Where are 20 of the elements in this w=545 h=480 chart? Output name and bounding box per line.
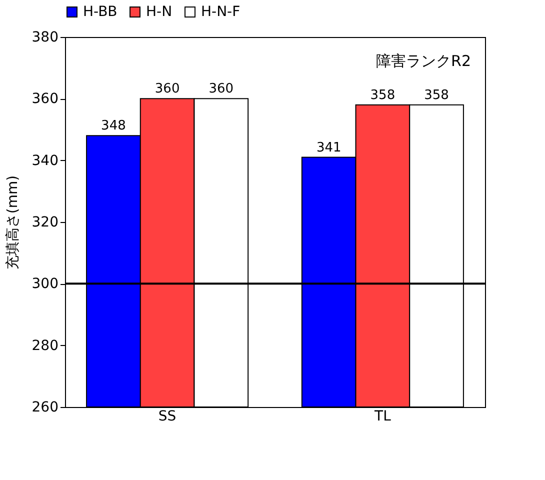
data-label: 348 — [101, 118, 126, 134]
y-tick-label: 360 — [32, 91, 58, 108]
x-tick-label: TL — [374, 408, 392, 424]
y-tick-label: 300 — [32, 276, 58, 292]
y-tick-label: 320 — [32, 214, 58, 230]
data-label: 360 — [208, 82, 234, 97]
y-axis-title: 充填高さ(mm) — [4, 175, 21, 270]
data-label: 341 — [316, 140, 342, 156]
y-tick-label: 340 — [32, 152, 58, 169]
y-tick-label: 380 — [32, 30, 58, 46]
y-tick-label: 260 — [32, 400, 58, 416]
x-tick-label: SS — [158, 408, 176, 424]
data-label: 358 — [370, 88, 396, 103]
data-label: 358 — [424, 88, 449, 103]
legend-label: H-BB — [83, 4, 118, 20]
data-label: 360 — [154, 82, 180, 97]
annotation: 障害ランクR2 — [376, 52, 471, 70]
legend-label: H-N-F — [201, 4, 240, 20]
y-tick-label: 280 — [32, 338, 58, 354]
legend-label: H-N — [146, 4, 172, 20]
